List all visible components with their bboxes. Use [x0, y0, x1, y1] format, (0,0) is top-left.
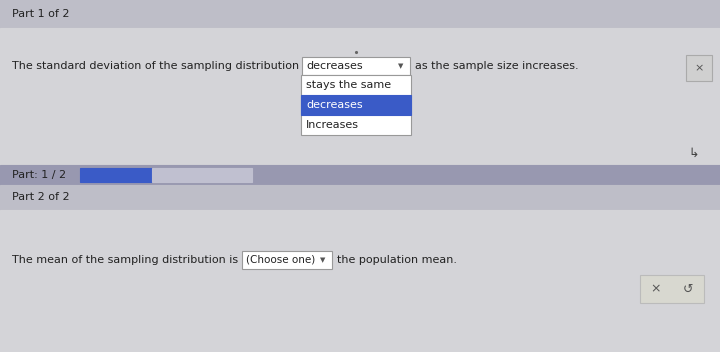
Bar [0, 165, 720, 185]
Text: ▼: ▼ [320, 257, 325, 263]
Text: Increases: Increases [306, 120, 359, 130]
Bar [640, 275, 704, 303]
Bar [152, 168, 252, 182]
Text: ↺: ↺ [683, 283, 693, 295]
Text: stays the same: stays the same [306, 80, 391, 90]
Bar [0, 28, 720, 165]
Text: decreases: decreases [306, 61, 363, 71]
Text: ×: × [651, 283, 661, 295]
Text: Part 1 of 2: Part 1 of 2 [12, 9, 70, 19]
Text: ↳: ↳ [689, 146, 699, 159]
Bar [301, 95, 411, 115]
Text: Part 2 of 2: Part 2 of 2 [12, 193, 70, 202]
Text: The standard deviation of the sampling distribution: The standard deviation of the sampling d… [12, 61, 299, 71]
Bar [242, 251, 332, 269]
Bar [0, 210, 720, 352]
Text: (Choose one): (Choose one) [246, 255, 315, 265]
Text: as the sample size increases.: as the sample size increases. [415, 61, 579, 71]
Text: The mean of the sampling distribution is: The mean of the sampling distribution is [12, 255, 238, 265]
Bar [0, 185, 720, 210]
Bar [301, 75, 411, 135]
Text: decreases: decreases [306, 100, 363, 110]
Text: ×: × [694, 63, 703, 73]
Text: Part: 1 / 2: Part: 1 / 2 [12, 170, 66, 180]
Bar [302, 57, 410, 75]
Bar [686, 55, 712, 81]
Text: the population mean.: the population mean. [337, 255, 457, 265]
Bar [80, 168, 152, 182]
Bar [0, 0, 720, 28]
Text: ▼: ▼ [398, 63, 403, 69]
